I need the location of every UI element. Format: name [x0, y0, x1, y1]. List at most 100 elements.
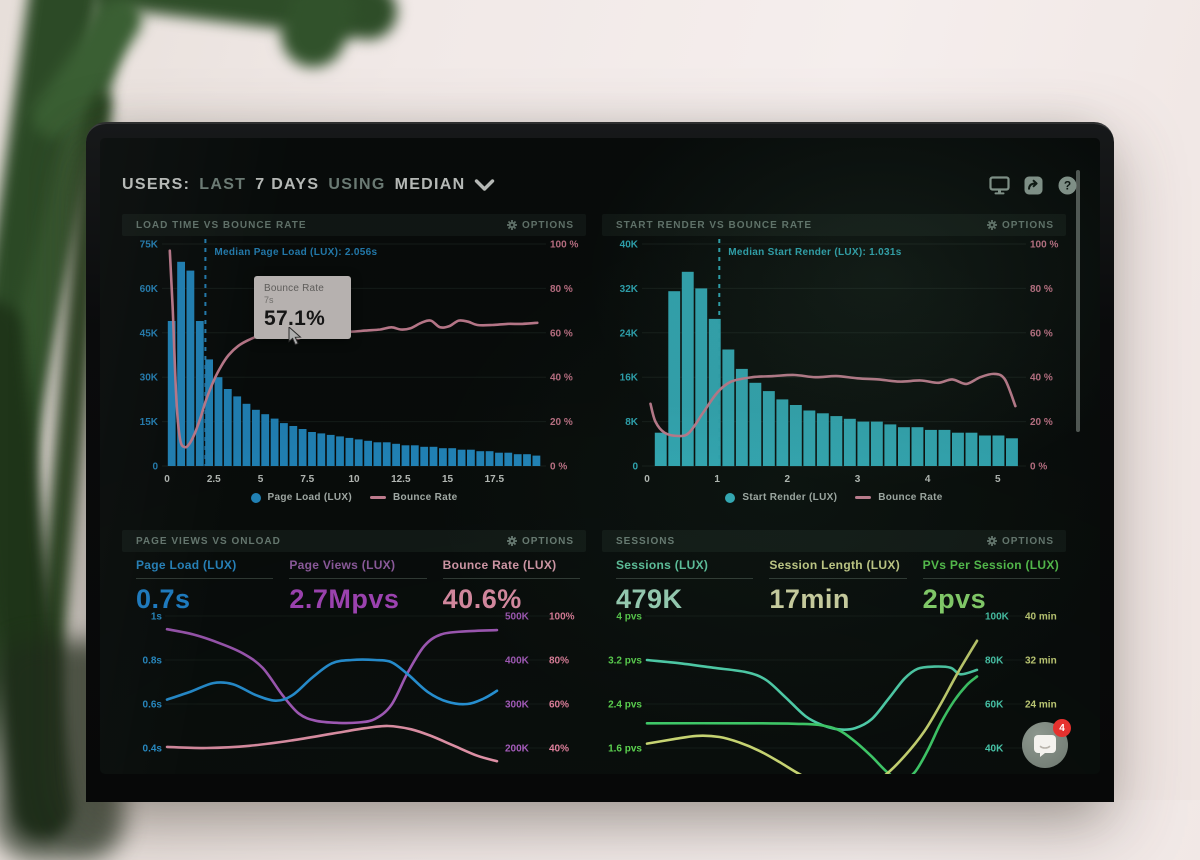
options-label: OPTIONS: [1001, 535, 1054, 547]
histogram-bar: [722, 349, 735, 467]
scrollbar[interactable]: [1076, 170, 1080, 432]
y2-axis-tick: 0 %: [550, 462, 567, 473]
y3-axis-tick: 32 min: [1025, 656, 1057, 667]
panel-load-time-vs-bounce-rate: LOAD TIME VS BOUNCE RATE OPTIONS 75K 100 …: [122, 214, 586, 514]
y2-axis-tick: 100 %: [1030, 240, 1058, 251]
panel-sessions: SESSIONS OPTIONS Sessions (LUX) 479K Ses…: [602, 530, 1066, 774]
panel-start-render-vs-bounce-rate: START RENDER VS BOUNCE RATE OPTIONS 40K 1…: [602, 214, 1066, 514]
histogram-bar: [485, 451, 494, 466]
y-axis-tick: 16K: [620, 373, 639, 384]
panel-title: SESSIONS: [616, 535, 676, 547]
y2-axis-tick: 60K: [985, 700, 1004, 711]
histogram-bar: [429, 446, 438, 466]
histogram-bar: [789, 405, 802, 467]
histogram-bar: [965, 432, 978, 466]
histogram-bar: [938, 429, 951, 466]
y2-axis-tick: 40 %: [550, 373, 573, 384]
histogram-bar: [167, 321, 176, 466]
metric: Session Length (LUX) 17min: [769, 558, 907, 615]
y3-axis-tick: 60%: [549, 700, 569, 711]
chevron-down-icon: [475, 178, 495, 191]
help-icon[interactable]: ?: [1056, 175, 1078, 195]
y-axis-tick: 30K: [140, 373, 159, 384]
series-dot-icon: [250, 492, 261, 503]
metric-value: 17min: [769, 584, 850, 614]
page-views-chart: 1s 500K 100% 0.8s 400K 80% 0.6s 300K 60% 0.4s 200K…: [143, 612, 575, 763]
y-axis-tick: 15K: [140, 417, 159, 428]
histogram-bar: [326, 434, 335, 466]
series-line-icon: [370, 496, 387, 499]
y2-axis-tick: 0 %: [1030, 462, 1047, 473]
histogram-bar: [735, 368, 748, 466]
mouse-cursor: [288, 327, 302, 346]
histogram-bar: [708, 318, 721, 466]
series-line-icon: [855, 496, 872, 499]
histogram-bar: [308, 432, 316, 466]
options-label: OPTIONS: [1001, 219, 1054, 231]
metric: Bounce Rate (LUX) 40.6%: [442, 558, 580, 615]
histogram-bar: [532, 455, 541, 466]
y-axis-tick: 0.6s: [143, 700, 163, 711]
dashboard-title-dropdown[interactable]: USERS: LAST 7 DAYS USING MEDIAN: [122, 176, 495, 194]
histogram-bar: [252, 409, 260, 466]
options-button[interactable]: OPTIONS: [506, 535, 574, 547]
panel-title: START RENDER VS BOUNCE RATE: [616, 219, 813, 231]
histogram-bar: [354, 439, 363, 466]
bounce-rate-line: [649, 372, 1017, 438]
histogram-bar: [289, 426, 298, 466]
histogram-bar: [177, 261, 185, 466]
series-dot-icon: [725, 492, 736, 503]
options-button[interactable]: OPTIONS: [986, 535, 1054, 547]
histogram-bar: [504, 452, 513, 466]
options-button[interactable]: OPTIONS: [506, 219, 574, 231]
y-axis-tick: 4 pvs: [616, 612, 642, 623]
x-axis-tick: 5: [258, 474, 264, 485]
histogram-bar: [952, 432, 964, 466]
histogram-bar: [223, 389, 232, 466]
y-axis-tick: 2.4 pvs: [608, 700, 642, 711]
x-axis-tick: 2: [785, 474, 791, 485]
histogram-bar: [233, 396, 242, 466]
y2-axis-tick: 80 %: [550, 284, 573, 295]
y-axis-tick: 1s: [151, 612, 163, 623]
options-button[interactable]: OPTIONS: [986, 219, 1054, 231]
y3-axis-tick: 40%: [549, 744, 569, 755]
chart-legend: Start Render (LUX) Bounce Rate: [602, 492, 1066, 503]
histogram-bar: [816, 413, 829, 466]
histogram-bar: [979, 435, 991, 466]
y3-axis-tick: 24 min: [1025, 700, 1057, 711]
y-axis-tick: 60K: [140, 284, 159, 295]
title-segment: USING: [328, 176, 386, 193]
metric-label: Sessions (LUX): [616, 558, 754, 579]
tooltip-x-value: 7s: [264, 295, 274, 305]
histogram-bar: [392, 443, 400, 466]
histogram-bar: [857, 421, 870, 466]
legend-item: Bounce Rate: [855, 492, 942, 503]
y-axis-tick: 0.8s: [143, 656, 163, 667]
histogram-bar: [695, 288, 708, 466]
x-axis-tick: 15: [442, 474, 454, 485]
histogram-bar: [364, 440, 372, 466]
load-time-chart: 75K 100 % 60K 80 % 45K 60 % 30K 40 % 15K 20 % 0 0 %…: [140, 239, 578, 485]
options-label: OPTIONS: [521, 535, 574, 547]
dashboard-topbar: USERS: LAST 7 DAYS USING MEDIAN: [122, 168, 1078, 202]
histogram-bar: [513, 454, 522, 466]
y2-axis-tick: 400K: [505, 656, 530, 667]
metric-label: Bounce Rate (LUX): [442, 558, 580, 579]
histogram-bar: [448, 448, 457, 466]
metric-value: 2pvs: [922, 584, 987, 614]
chat-widget-button[interactable]: 4: [1022, 719, 1071, 768]
histogram-bar: [843, 418, 856, 466]
histogram-bar: [457, 449, 466, 466]
histogram-bar: [336, 436, 344, 466]
title-segment: USERS:: [122, 176, 191, 193]
histogram-bar: [467, 449, 475, 466]
y2-axis-tick: 60 %: [550, 328, 573, 339]
histogram-bar: [870, 421, 883, 466]
display-icon[interactable]: [988, 175, 1010, 195]
share-icon[interactable]: [1022, 175, 1044, 195]
start-render-chart: 40K 100 % 32K 80 % 24K 60 % 16K 40 % 8K 20 % 0 0 % 0…: [620, 239, 1058, 485]
histogram-bar: [195, 321, 204, 466]
x-axis-tick: 0: [644, 474, 650, 485]
options-label: OPTIONS: [521, 219, 574, 231]
